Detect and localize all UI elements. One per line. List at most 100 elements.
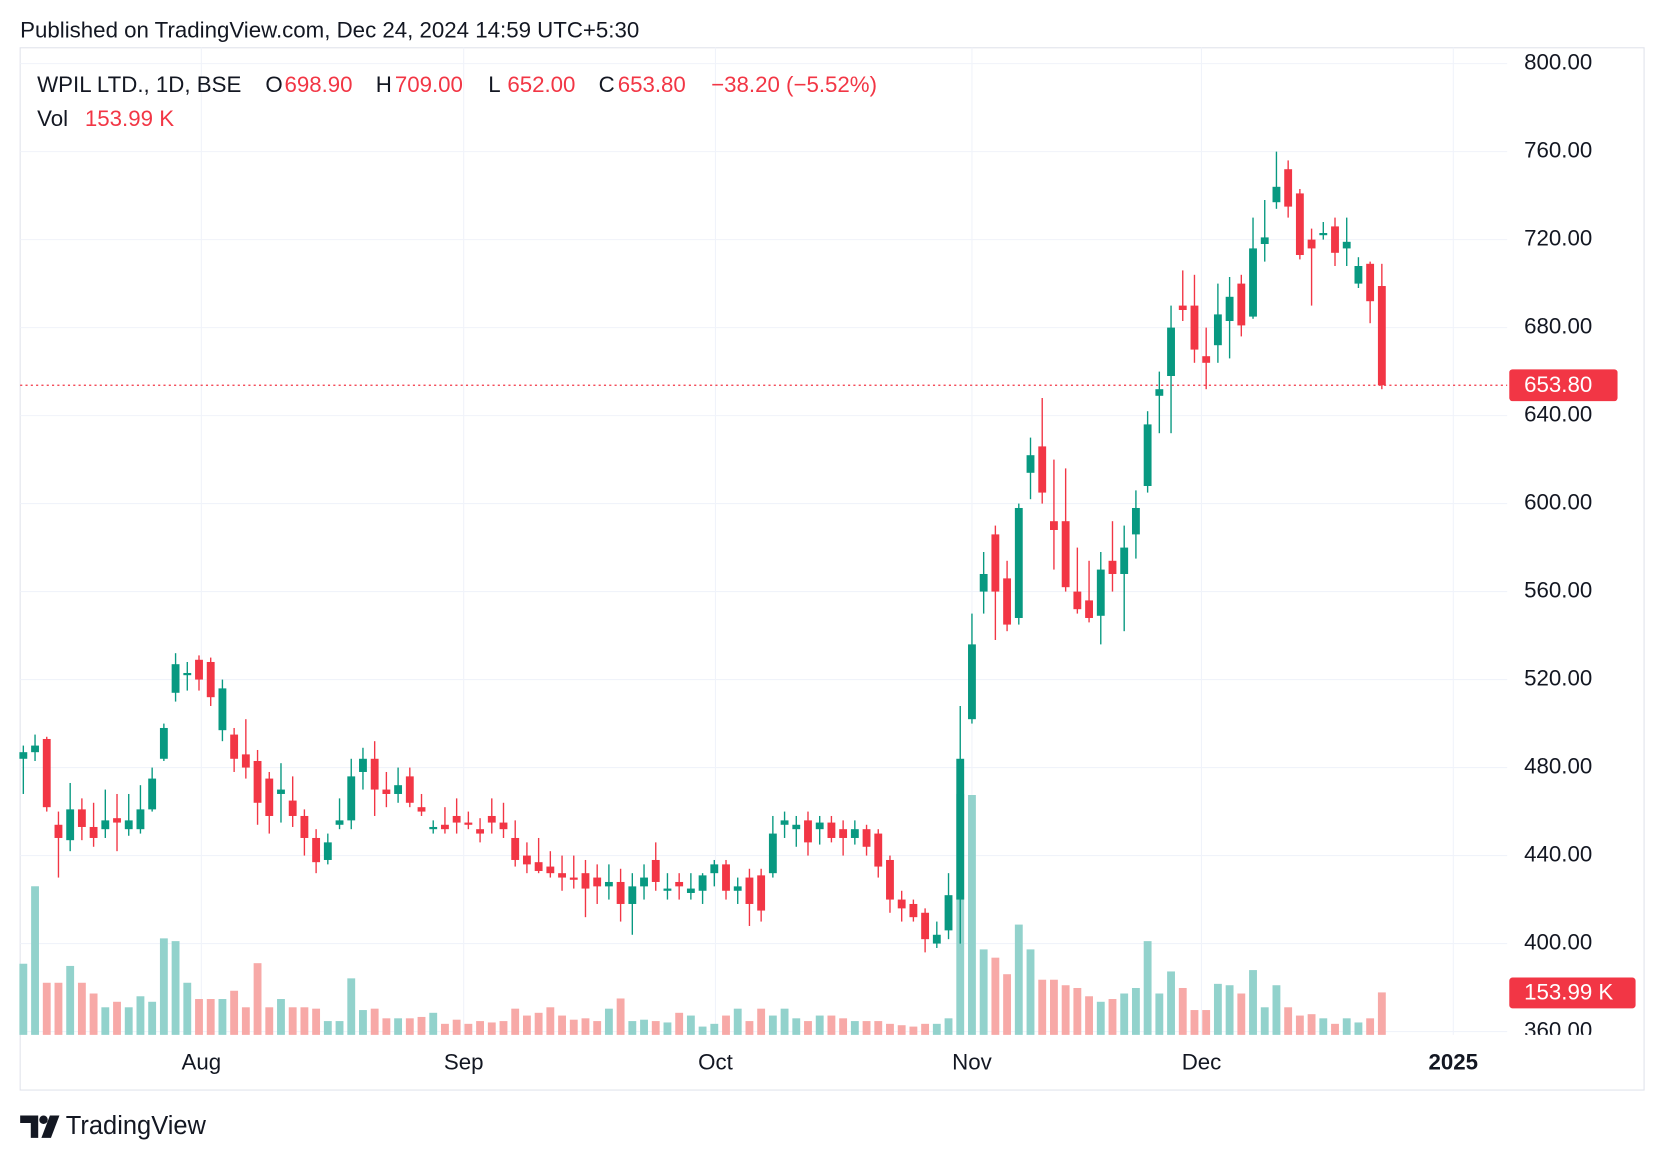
volume-bar xyxy=(651,1021,660,1035)
volume-bar xyxy=(979,949,988,1035)
candle-body xyxy=(499,822,508,830)
volume-bar xyxy=(265,1007,274,1035)
candle-body xyxy=(417,807,426,812)
candle-body xyxy=(218,688,227,731)
candle-body xyxy=(1366,263,1375,302)
candle-body xyxy=(1307,239,1316,249)
volume-bar xyxy=(1202,1010,1211,1035)
volume-bar xyxy=(569,1019,578,1035)
volume-bar xyxy=(1014,924,1023,1035)
x-tick-label: Aug xyxy=(182,1049,222,1074)
candle-body xyxy=(148,778,157,810)
legend-value: 698.90 xyxy=(284,72,352,97)
volume-bar xyxy=(19,963,28,1035)
candle-body xyxy=(300,815,309,838)
volume-bar xyxy=(804,1021,812,1035)
candle-body xyxy=(1026,455,1035,473)
volume-bar xyxy=(991,957,1000,1035)
volume-bar xyxy=(921,1023,930,1035)
volume-bar xyxy=(932,1023,941,1035)
candle-body xyxy=(640,877,648,887)
y-tick-label: 640.00 xyxy=(1524,401,1592,426)
volume-bar xyxy=(124,1007,133,1035)
published-note: Published on TradingView.com, Dec 24, 20… xyxy=(20,18,639,43)
candle-body xyxy=(77,809,86,827)
legend-key: H xyxy=(376,72,392,97)
volume-bar xyxy=(768,1015,777,1035)
volume-bar xyxy=(733,1008,742,1035)
volume-bar xyxy=(300,1007,309,1035)
volume-bar xyxy=(1342,1018,1351,1035)
y-tick-label: 800.00 xyxy=(1524,50,1592,75)
volume-bar xyxy=(1061,985,1070,1035)
candle-body xyxy=(757,875,766,911)
candle-body xyxy=(1038,446,1047,493)
candle-body xyxy=(253,760,262,803)
candle-body xyxy=(101,820,110,830)
legend-key: L xyxy=(488,72,500,97)
candle-body xyxy=(897,899,906,909)
volume-bar xyxy=(1108,999,1117,1035)
volume-bar xyxy=(1096,1001,1105,1035)
candle-body xyxy=(277,789,285,794)
candle-body xyxy=(66,809,75,841)
y-tick-label: 560.00 xyxy=(1524,577,1592,602)
y-tick-label: 440.00 xyxy=(1524,841,1592,866)
volume-bar xyxy=(1249,970,1257,1035)
volume-bar xyxy=(745,1021,754,1035)
candle-body xyxy=(1319,233,1328,236)
volume-bar xyxy=(1050,979,1058,1035)
volume-bar xyxy=(159,938,168,1035)
candle-body xyxy=(1120,547,1129,574)
volume-bar xyxy=(253,963,262,1035)
volume-bar xyxy=(347,978,356,1035)
volume-bar xyxy=(1331,1023,1339,1035)
candle-body xyxy=(42,738,51,808)
candle-body xyxy=(546,866,555,874)
volume-bar xyxy=(1284,1007,1293,1035)
volume-bar xyxy=(698,1026,707,1035)
volume-bar xyxy=(827,1015,836,1035)
candle-body xyxy=(663,888,672,891)
volume-bar xyxy=(195,999,203,1035)
candle-body xyxy=(405,776,414,803)
candle-body xyxy=(347,776,356,821)
volume-bar xyxy=(604,1008,613,1035)
volume-bar xyxy=(136,996,145,1035)
x-tick-label: Oct xyxy=(698,1049,733,1074)
candle-body xyxy=(511,837,520,860)
candle-body xyxy=(464,822,473,825)
last-price-tag xyxy=(1509,369,1618,402)
volume-bar xyxy=(874,1021,883,1035)
candle-body xyxy=(804,820,812,843)
candle-body xyxy=(874,833,883,867)
candle-body xyxy=(183,672,192,676)
volume-bar xyxy=(522,1015,531,1035)
candle-body xyxy=(850,829,859,838)
candle-body xyxy=(382,789,391,794)
y-tick-label: 760.00 xyxy=(1524,138,1592,163)
volume-bar xyxy=(968,795,976,1035)
volume-bar xyxy=(780,1008,789,1035)
volume-bar xyxy=(1026,949,1035,1035)
volume-bar xyxy=(1272,985,1281,1035)
volume-bar xyxy=(1213,983,1222,1035)
legend-key: C xyxy=(599,72,615,97)
symbol: WPIL LTD., 1D, BSE xyxy=(37,72,241,97)
volume-bar xyxy=(1167,971,1175,1035)
volume-bar xyxy=(640,1019,648,1035)
candle-body xyxy=(1260,237,1269,245)
candle-body xyxy=(31,745,39,753)
legend-value: 653.80 xyxy=(618,72,686,97)
volume-bar xyxy=(663,1022,672,1035)
candle-body xyxy=(827,822,836,838)
volume-bar xyxy=(277,999,285,1035)
volume-bar xyxy=(1319,1018,1328,1035)
chart-frame xyxy=(19,47,1645,1091)
candle-body xyxy=(733,886,742,891)
candle-body xyxy=(1178,305,1187,311)
candle-body xyxy=(1354,266,1363,284)
volume-bar xyxy=(1377,992,1386,1035)
volume-bar xyxy=(476,1021,484,1035)
